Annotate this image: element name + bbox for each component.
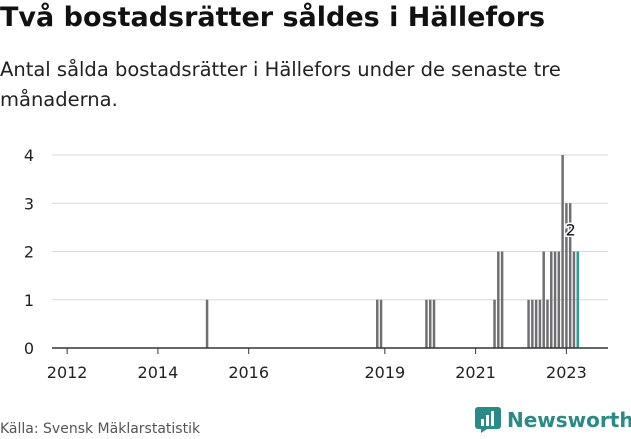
- y-tick-label: 4: [24, 146, 34, 165]
- x-tick-label: 2021: [455, 363, 496, 382]
- bar: [534, 299, 538, 348]
- bar: [531, 299, 534, 348]
- gridlines: [52, 154, 608, 301]
- data-labels: 2: [564, 219, 577, 241]
- bar: [493, 299, 496, 348]
- bar: [379, 299, 383, 348]
- x-tick-label: 2016: [228, 363, 269, 382]
- bar: [376, 299, 379, 348]
- x-tick-label: 2014: [138, 363, 179, 382]
- bar: [561, 155, 564, 348]
- x-tick-label: 2012: [47, 363, 88, 382]
- y-tick-label: 2: [24, 243, 34, 262]
- chart-subtitle: Antal sålda bostadsrätter i Hällefors un…: [0, 58, 561, 111]
- y-tick-label: 0: [24, 339, 34, 358]
- bar-chart: 0 1 2 3 4 2012 2014 2016 2019 2021 2023 2: [24, 146, 608, 382]
- newsworthy-icon: [475, 407, 501, 433]
- bar: [572, 251, 576, 348]
- data-label: 2: [566, 221, 576, 240]
- x-tick-label: 2019: [364, 363, 405, 382]
- bar: [538, 299, 542, 348]
- chart-title: Två bostadsrätter såldes i Hällefors: [0, 2, 546, 33]
- bar: [497, 251, 500, 348]
- bar: [553, 251, 557, 348]
- bar: [550, 251, 553, 348]
- bar: [432, 299, 436, 348]
- bar: [500, 251, 504, 348]
- bar: [205, 299, 209, 348]
- bar: [428, 299, 432, 348]
- bar: [527, 299, 530, 348]
- bar: [565, 203, 568, 348]
- bar: [546, 299, 549, 348]
- x-tick-label: 2023: [546, 363, 587, 382]
- bar: [542, 251, 545, 348]
- y-tick-label: 3: [24, 194, 34, 213]
- x-axis-ticks: 2012 2014 2016 2019 2021 2023: [47, 348, 587, 382]
- bar: [425, 299, 428, 348]
- brand-logo: Newsworthy: [475, 407, 631, 433]
- source-note: Källa: Svensk Mäklarstatistik: [0, 421, 201, 437]
- y-axis-ticks: 0 1 2 3 4: [24, 146, 34, 358]
- bar: [557, 251, 561, 348]
- y-tick-label: 1: [24, 291, 34, 310]
- bar: [576, 251, 579, 348]
- bar: [568, 203, 572, 348]
- brand-name: Newsworthy: [507, 408, 631, 432]
- bars: [205, 155, 579, 348]
